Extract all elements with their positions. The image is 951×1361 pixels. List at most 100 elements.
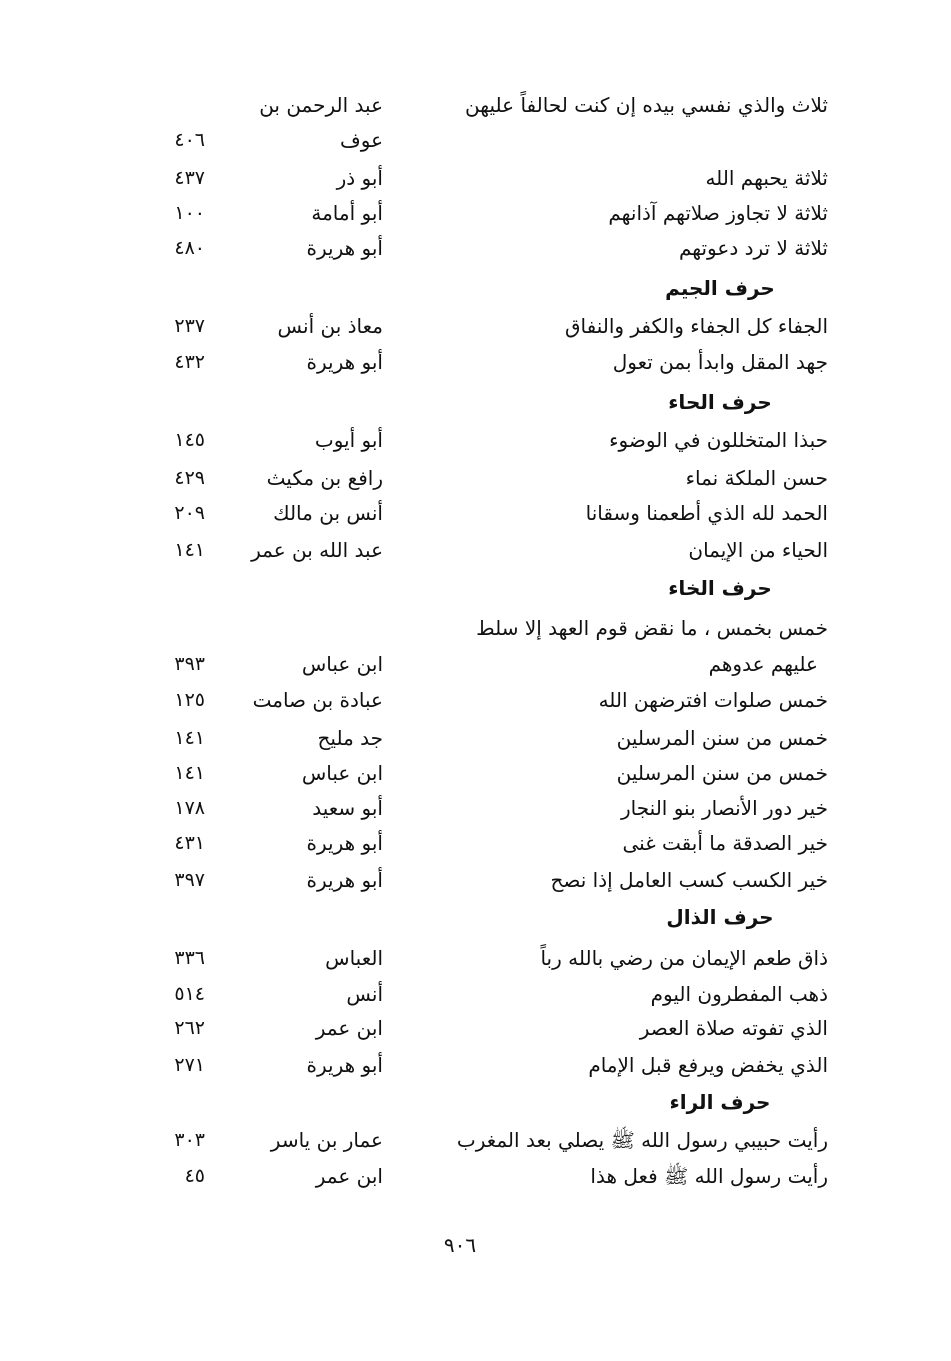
page-reference: ٣٩٧ (174, 869, 205, 891)
hadith-text: ثلاثة لا ترد دعوتهم (678, 236, 828, 260)
page-reference: ٥١٤ (174, 983, 205, 1005)
index-entry: خير دور الأنصار بنو النجار أبو سعيد ١٧٨ (0, 791, 951, 825)
index-entry: الذي يخفض ويرفع قبل الإمام أبو هريرة ٢٧١ (0, 1048, 951, 1082)
page-reference: ١٤١ (174, 727, 205, 749)
index-entry: رأيت حبيبي رسول الله ﷺ يصلي بعد المغرب عم… (0, 1123, 951, 1157)
narrator-name: أبو أيوب (314, 428, 383, 452)
hadith-text: ذاق طعم الإيمان من رضي بالله رباً (540, 946, 828, 970)
page-reference: ١٠٠ (174, 202, 205, 224)
page-reference: ٤٠٦ (174, 129, 205, 151)
page-reference: ٤٣٢ (174, 351, 205, 373)
index-entry: ذاق طعم الإيمان من رضي بالله رباً العباس ٣… (0, 941, 951, 975)
hadith-text: خمس من سنن المرسلين (616, 761, 828, 785)
hadith-text: ثلاثة يحبهم الله (705, 166, 828, 190)
hadith-text: ذهب المفطرون اليوم (650, 982, 828, 1006)
hadith-text: خير الصدقة ما أبقت غنى (622, 831, 829, 855)
index-entry: ثلاث والذي نفسي بيده إن كنت لحالفاً عليه… (0, 88, 951, 122)
hadith-text: ثلاثة لا تجاوز صلاتهم آذانهم (608, 201, 828, 225)
hadith-text: الذي تفوته صلاة العصر (639, 1016, 828, 1040)
index-entry: خير الصدقة ما أبقت غنى أبو هريرة ٤٣١ (0, 826, 951, 860)
narrator-name: معاذ بن أنس (277, 314, 384, 338)
page-reference: ٤٢٩ (174, 467, 205, 489)
narrator-name: عبد الرحمن بن (259, 93, 383, 117)
index-entry: ثلاثة لا تجاوز صلاتهم آذانهم أبو أمامة ١٠٠ (0, 196, 951, 230)
page-number: ٩٠٦ (443, 1233, 477, 1257)
index-entry: ثلاثة لا ترد دعوتهم أبو هريرة ٤٨٠ (0, 231, 951, 265)
page-reference: ٣٠٣ (174, 1129, 205, 1151)
narrator-name: ابن عباس (301, 652, 383, 676)
index-entry: خير الكسب كسب العامل إذا نصح أبو هريرة ٣٩٧ (0, 863, 951, 897)
hadith-text: حسن الملكة نماء (685, 466, 828, 490)
hadith-text: ثلاث والذي نفسي بيده إن كنت لحالفاً عليه… (465, 93, 828, 117)
narrator-name: أبو هريرة (306, 831, 383, 855)
index-entry: خمس من سنن المرسلين ابن عباس ١٤١ (0, 756, 951, 790)
narrator-name: رافع بن مكيث (266, 466, 383, 490)
page-reference: ١٢٥ (174, 689, 205, 711)
page-reference: ١٤١ (174, 539, 205, 561)
index-entry: ثلاثة يحبهم الله أبو ذر ٤٣٧ (0, 161, 951, 195)
section-header-row: حرف الذال (0, 900, 951, 934)
page-reference: ٢٧١ (174, 1054, 205, 1076)
index-entry: الجفاء كل الجفاء والكفر والنفاق معاذ بن أ… (0, 309, 951, 343)
index-entry: عليهم عدوهم ابن عباس ٣٩٣ (0, 647, 951, 681)
page-reference: ١٤١ (174, 762, 205, 784)
index-entry: الذي تفوته صلاة العصر ابن عمر ٢٦٢ (0, 1011, 951, 1045)
narrator-name: عمار بن ياسر (270, 1128, 383, 1152)
page-reference: ١٤٥ (174, 429, 205, 451)
index-entry: حبذا المتخللون في الوضوء أبو أيوب ١٤٥ (0, 423, 951, 457)
narrator-name: أبو أمامة (311, 201, 383, 225)
page-reference: ٤٥ (184, 1165, 205, 1187)
hadith-text: خمس من سنن المرسلين (616, 726, 828, 750)
hadith-text: جهد المقل وابدأ بمن تعول (612, 350, 828, 374)
narrator-name: أبو سعيد (312, 796, 383, 820)
section-header-row: حرف الحاء (0, 385, 951, 419)
section-header-row: حرف الخاء (0, 571, 951, 605)
page-reference: ٢٣٧ (174, 315, 205, 337)
section-header: حرف الراء (669, 1090, 771, 1114)
section-header-row: حرف الراء (0, 1085, 951, 1119)
section-header-row: حرف الجيم (0, 271, 951, 305)
page-reference: ٤٨٠ (174, 237, 205, 259)
index-entry: خمس بخمس ، ما نقض قوم العهد إلا سلط (0, 611, 951, 645)
narrator-name: أبو هريرة (306, 868, 383, 892)
narrator-name: أبو هريرة (306, 236, 383, 260)
index-entry: الحياء من الإيمان عبد الله بن عمر ١٤١ (0, 533, 951, 567)
hadith-text: الذي يخفض ويرفع قبل الإمام (588, 1053, 828, 1077)
hadith-text: حبذا المتخللون في الوضوء (609, 428, 828, 452)
section-header: حرف الحاء (668, 390, 772, 414)
page-reference: ٣٩٣ (174, 653, 205, 675)
index-entry: رأيت رسول الله ﷺ فعل هذا ابن عمر ٤٥ (0, 1159, 951, 1193)
page-reference: ٤٣١ (174, 832, 205, 854)
index-entry: خمس صلوات افترضهن الله عبادة بن صامت ١٢٥ (0, 683, 951, 717)
narrator-name: ابن عمر (315, 1016, 383, 1040)
page-reference: ٢٠٩ (174, 502, 205, 524)
narrator-name: عبادة بن صامت (252, 688, 383, 712)
hadith-text: خير الكسب كسب العامل إذا نصح (550, 868, 829, 892)
narrator-name: أبو هريرة (306, 350, 383, 374)
page-reference: ٣٣٦ (174, 947, 205, 969)
hadith-text: خير دور الأنصار بنو النجار (621, 796, 828, 820)
narrator-name: ابن عمر (315, 1164, 383, 1188)
index-entry: حسن الملكة نماء رافع بن مكيث ٤٢٩ (0, 461, 951, 495)
narrator-name: جد مليح (317, 726, 384, 750)
hadith-text: رأيت رسول الله ﷺ فعل هذا (590, 1164, 828, 1188)
hadith-text: الحمد لله الذي أطعمنا وسقانا (585, 501, 828, 525)
index-entry: جهد المقل وابدأ بمن تعول أبو هريرة ٤٣٢ (0, 345, 951, 379)
index-entry: الحمد لله الذي أطعمنا وسقانا أنس بن مالك ٢… (0, 496, 951, 530)
narrator-name: العباس (325, 946, 383, 970)
narrator-name: أنس بن مالك (273, 501, 383, 525)
narrator-name: عبد الله بن عمر (251, 538, 383, 562)
section-header: حرف الجيم (665, 276, 775, 300)
hadith-text: خمس صلوات افترضهن الله (598, 688, 828, 712)
hadith-text: الجفاء كل الجفاء والكفر والنفاق (564, 314, 828, 338)
page-reference: ١٧٨ (174, 797, 205, 819)
narrator-name: عوف (340, 128, 383, 152)
hadith-text: عليهم عدوهم (708, 652, 818, 676)
hadith-text: خمس بخمس ، ما نقض قوم العهد إلا سلط (476, 616, 828, 640)
narrator-name: ابن عباس (301, 761, 383, 785)
index-entry: ذهب المفطرون اليوم أنس ٥١٤ (0, 977, 951, 1011)
index-entry: عوف ٤٠٦ (0, 123, 951, 157)
narrator-name: أبو ذر (336, 166, 383, 190)
section-header: حرف الخاء (668, 576, 772, 600)
hadith-text: الحياء من الإيمان (688, 538, 828, 562)
